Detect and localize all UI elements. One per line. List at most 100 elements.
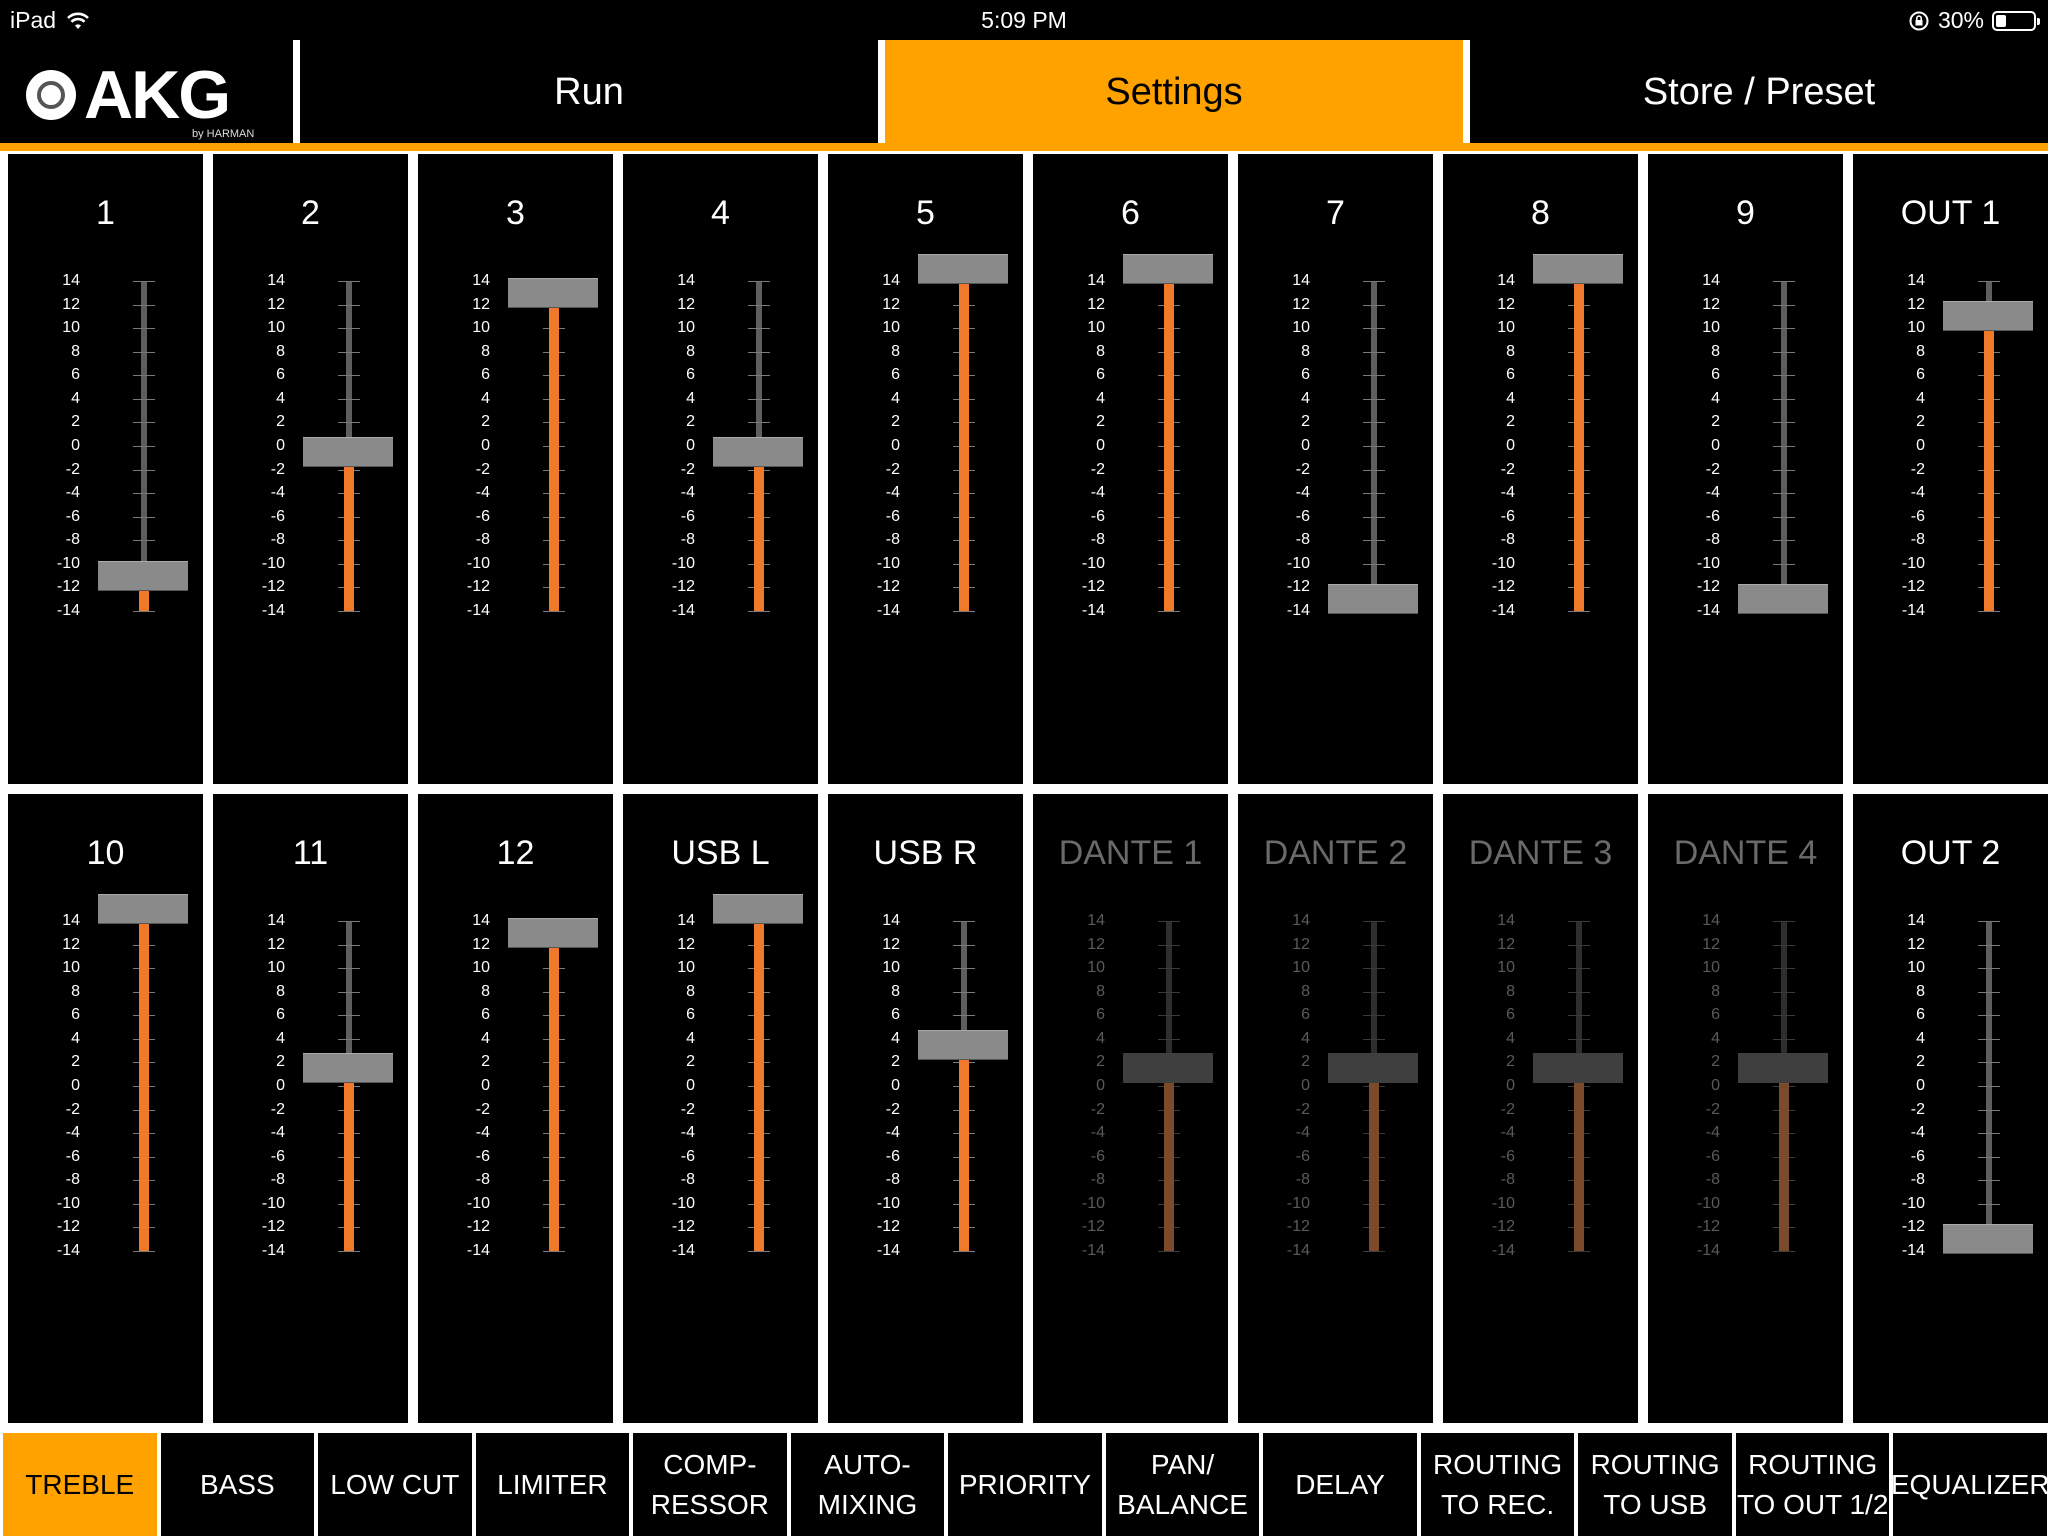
tab-settings[interactable]: Settings (885, 40, 1463, 144)
fader-knob[interactable] (1738, 584, 1828, 615)
scale-tick-label: 2 (481, 413, 490, 431)
fader-scale: 14 12 10 8 6 4 2 0 -2 -4 -6 -8 -10 -12 -14 (860, 267, 900, 619)
scale-tick-label: 14 (1907, 912, 1925, 929)
fader-knob[interactable] (98, 894, 188, 925)
fader-knob[interactable] (713, 894, 803, 925)
scale-tick-label: 10 (472, 959, 490, 977)
fader-track[interactable] (748, 909, 770, 1252)
fader-level-fill (139, 575, 149, 611)
scale-tick-label: 6 (1711, 1006, 1720, 1024)
tab-run[interactable]: Run (300, 40, 878, 144)
scale-tick-label: 10 (1907, 959, 1925, 977)
tab-delay[interactable]: DELAY (1263, 1433, 1417, 1536)
scale-tick-label: 0 (686, 1077, 695, 1094)
tab-auto-mixing[interactable]: AUTO- MIXING (790, 1433, 945, 1536)
channel-strip: 11 14 12 10 8 6 4 2 0 -2 -4 -6 -8 -10 -12 -14 (213, 794, 408, 1424)
scale-tick-label: 12 (1907, 295, 1925, 313)
scale-tick-label: 4 (1301, 1029, 1310, 1047)
scale-tick-label: 2 (686, 1053, 695, 1071)
fader-knob[interactable] (1533, 254, 1623, 285)
scale-tick-label: -4 (680, 1124, 695, 1142)
tab-treble[interactable]: TREBLE (3, 1433, 157, 1536)
fader-knob[interactable] (508, 277, 598, 308)
tab-label: LIMITER (497, 1468, 608, 1500)
scale-tick-label: 4 (71, 389, 80, 407)
fader-track[interactable] (1773, 921, 1795, 1252)
scale-tick-label: -10 (876, 554, 900, 572)
scale-tick-label: 12 (267, 295, 285, 313)
scale-tick-label: -6 (65, 1147, 80, 1165)
scale-tick-label: 4 (276, 389, 285, 407)
scale-tick-label: -10 (1286, 554, 1310, 572)
fader-knob[interactable] (98, 560, 188, 591)
scale-tick-label: 6 (891, 1006, 900, 1024)
fader-knob[interactable] (303, 1053, 393, 1084)
fader-track[interactable] (1363, 921, 1385, 1252)
scale-tick-label: -4 (680, 484, 695, 502)
tab-store-preset[interactable]: Store / Preset (1470, 40, 2048, 144)
battery-icon (1992, 10, 2040, 31)
tab-routing-to-usb[interactable]: ROUTING TO USB (1578, 1433, 1732, 1536)
fader-track[interactable] (953, 921, 975, 1252)
scale-tick-label: -4 (475, 1124, 490, 1142)
scale-tick-label: 2 (891, 413, 900, 431)
tab-pan-balance[interactable]: PAN/ BALANCE (1105, 1433, 1260, 1536)
tab-priority[interactable]: PRIORITY (948, 1433, 1102, 1536)
scale-tick-label: 2 (71, 1053, 80, 1071)
scale-tick-label: -8 (1090, 1171, 1105, 1189)
fader-track[interactable] (1363, 281, 1385, 612)
fader-knob[interactable] (918, 1029, 1008, 1060)
scale-tick-label: -4 (1090, 1124, 1105, 1142)
tab-equalizer[interactable]: EQUALIZER (1890, 1433, 2048, 1536)
tab-low-cut[interactable]: LOW CUT (318, 1433, 472, 1536)
tab-limiter[interactable]: LIMITER (475, 1433, 630, 1536)
fader-knob[interactable] (508, 917, 598, 948)
fader-track[interactable] (1158, 921, 1180, 1252)
scale-tick-label: 14 (677, 912, 695, 929)
fader-knob (1328, 1053, 1418, 1084)
scale-tick-label: -8 (1500, 531, 1515, 549)
scale-tick-label: 10 (1292, 319, 1310, 337)
fader-track[interactable] (1568, 921, 1590, 1252)
fader-track[interactable] (133, 909, 155, 1252)
scale-tick-label: -6 (885, 1147, 900, 1165)
fader-knob[interactable] (918, 254, 1008, 285)
fader-knob[interactable] (1943, 301, 2033, 332)
fader-scale: 14 12 10 8 6 4 2 0 -2 -4 -6 -8 -10 -12 -14 (1680, 267, 1720, 619)
scale-tick-label: 10 (472, 319, 490, 337)
scale-tick-label: -6 (680, 507, 695, 525)
scale-tick-label: -14 (1081, 602, 1105, 619)
fader-knob[interactable] (303, 436, 393, 467)
scale-tick-label: -2 (1295, 1100, 1310, 1118)
scale-tick-label: -14 (1491, 602, 1515, 619)
scale-tick-label: 12 (1907, 935, 1925, 953)
tab-bass[interactable]: BASS (160, 1433, 315, 1536)
fader-track[interactable] (953, 269, 975, 612)
scale-tick-label: -4 (65, 1124, 80, 1142)
fader-knob[interactable] (1123, 254, 1213, 285)
channel-strip: DANTE 3 14 12 10 8 6 4 2 0 -2 -4 -6 -8 -10 -12 -14 (1443, 794, 1638, 1424)
fader-track[interactable] (1158, 269, 1180, 612)
fader-track[interactable] (1773, 281, 1795, 612)
channel-strip: 2 14 12 10 8 6 4 2 0 -2 -4 -6 -8 -10 -12 -14 (213, 154, 408, 784)
scale-tick-label: -12 (1696, 578, 1720, 596)
fader-track[interactable] (543, 921, 565, 1252)
fader-knob[interactable] (1943, 1224, 2033, 1255)
fader-track[interactable] (338, 921, 360, 1252)
tab-routing-to-rec[interactable]: ROUTING TO REC. (1420, 1433, 1575, 1536)
fader-track[interactable] (1978, 921, 2000, 1252)
tab-comp-ressor[interactable]: COMP- RESSOR (633, 1433, 787, 1536)
fader-track[interactable] (543, 281, 565, 612)
fader-track[interactable] (1568, 269, 1590, 612)
channel-strip: USB R 14 12 10 8 6 4 2 0 -2 -4 -6 -8 -10 -12 -14 (828, 794, 1023, 1424)
tab-routing-to-out-1-2[interactable]: ROUTING TO OUT 1/2 (1735, 1433, 1890, 1536)
scale-tick-label: 6 (891, 366, 900, 384)
scale-tick-label: 4 (1711, 1029, 1720, 1047)
scale-tick-label: -2 (1295, 460, 1310, 478)
scale-tick-label: -4 (270, 1124, 285, 1142)
fader-knob[interactable] (1328, 584, 1418, 615)
channel-label: 11 (292, 834, 329, 872)
tab-label: EQUALIZER (1890, 1468, 2048, 1500)
akg-logo: AKG by HARMAN (22, 54, 262, 140)
fader-knob[interactable] (713, 436, 803, 467)
